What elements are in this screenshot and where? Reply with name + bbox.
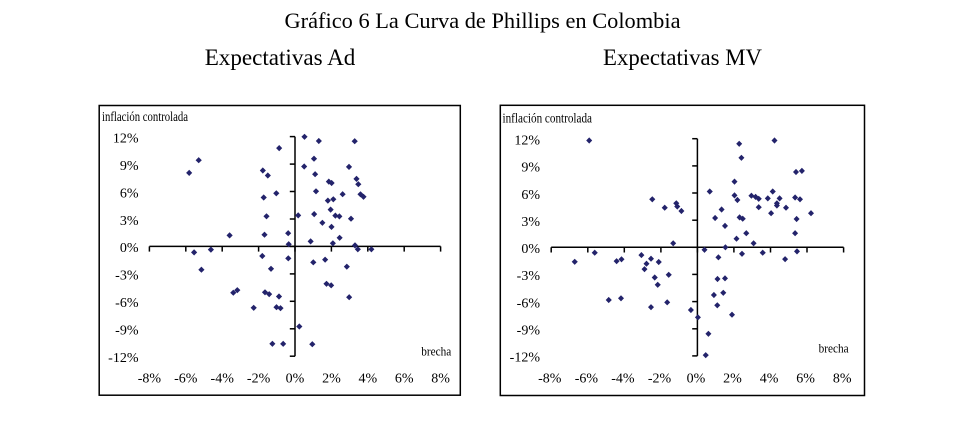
svg-text:Expectativas MV: Expectativas MV [603,45,762,71]
svg-text:brecha: brecha [421,344,451,359]
svg-text:-12%: -12% [510,351,541,366]
svg-text:0%: 0% [521,242,540,257]
svg-text:6%: 6% [120,186,139,201]
svg-text:2%: 2% [322,372,341,387]
svg-text:inflación controlada: inflación controlada [503,112,593,127]
svg-text:-6%: -6% [575,372,599,387]
svg-text:12%: 12% [113,131,139,146]
svg-text:Expectativas Ad: Expectativas Ad [205,45,356,71]
svg-text:2%: 2% [723,372,742,387]
svg-text:3%: 3% [521,215,540,230]
svg-text:-9%: -9% [517,324,541,339]
svg-text:-12%: -12% [108,351,139,366]
svg-text:-3%: -3% [115,269,139,284]
svg-text:-2%: -2% [247,372,271,387]
svg-text:6%: 6% [521,188,540,203]
svg-text:-6%: -6% [174,372,198,387]
svg-text:inflación controlada: inflación controlada [102,110,189,125]
svg-text:12%: 12% [514,134,540,149]
svg-text:-4%: -4% [611,372,635,387]
svg-text:9%: 9% [120,159,139,174]
svg-text:9%: 9% [521,161,540,176]
svg-text:4%: 4% [760,372,779,387]
svg-text:-6%: -6% [517,296,541,311]
svg-text:-8%: -8% [138,372,162,387]
svg-text:4%: 4% [358,372,377,387]
svg-text:0%: 0% [687,372,706,387]
svg-text:-6%: -6% [115,296,139,311]
svg-text:-8%: -8% [538,372,562,387]
svg-text:Gráfico 6 La Curva de Phillips: Gráfico 6 La Curva de Phillips en Colomb… [285,8,681,33]
svg-text:-4%: -4% [211,372,235,387]
svg-text:-9%: -9% [115,324,139,339]
svg-text:6%: 6% [796,372,815,387]
svg-text:-2%: -2% [648,372,672,387]
svg-text:0%: 0% [120,241,139,256]
svg-text:-3%: -3% [517,269,541,284]
svg-text:brecha: brecha [819,340,849,355]
svg-text:0%: 0% [286,372,305,387]
svg-text:6%: 6% [395,372,414,387]
svg-text:8%: 8% [833,372,852,387]
svg-text:8%: 8% [431,372,450,387]
svg-text:3%: 3% [120,214,139,229]
